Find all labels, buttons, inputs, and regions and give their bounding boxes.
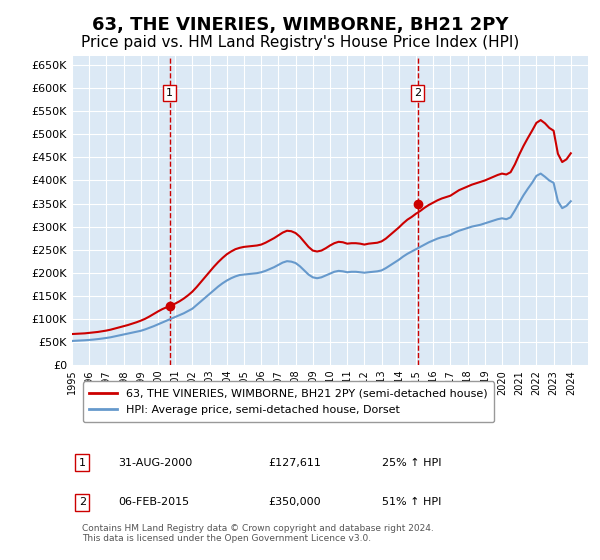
Text: £127,611: £127,611 <box>268 458 321 468</box>
Text: 1: 1 <box>79 458 86 468</box>
Text: 2: 2 <box>79 497 86 507</box>
Text: 63, THE VINERIES, WIMBORNE, BH21 2PY: 63, THE VINERIES, WIMBORNE, BH21 2PY <box>92 16 508 34</box>
Text: 2: 2 <box>414 88 421 98</box>
Text: 51% ↑ HPI: 51% ↑ HPI <box>382 497 441 507</box>
Text: 1: 1 <box>166 88 173 98</box>
Legend: 63, THE VINERIES, WIMBORNE, BH21 2PY (semi-detached house), HPI: Average price, : 63, THE VINERIES, WIMBORNE, BH21 2PY (se… <box>83 381 494 422</box>
Text: Contains HM Land Registry data © Crown copyright and database right 2024.
This d: Contains HM Land Registry data © Crown c… <box>82 524 434 543</box>
Text: 06-FEB-2015: 06-FEB-2015 <box>118 497 190 507</box>
Text: Price paid vs. HM Land Registry's House Price Index (HPI): Price paid vs. HM Land Registry's House … <box>81 35 519 49</box>
Text: £350,000: £350,000 <box>268 497 321 507</box>
Text: 31-AUG-2000: 31-AUG-2000 <box>118 458 193 468</box>
Text: 25% ↑ HPI: 25% ↑ HPI <box>382 458 441 468</box>
